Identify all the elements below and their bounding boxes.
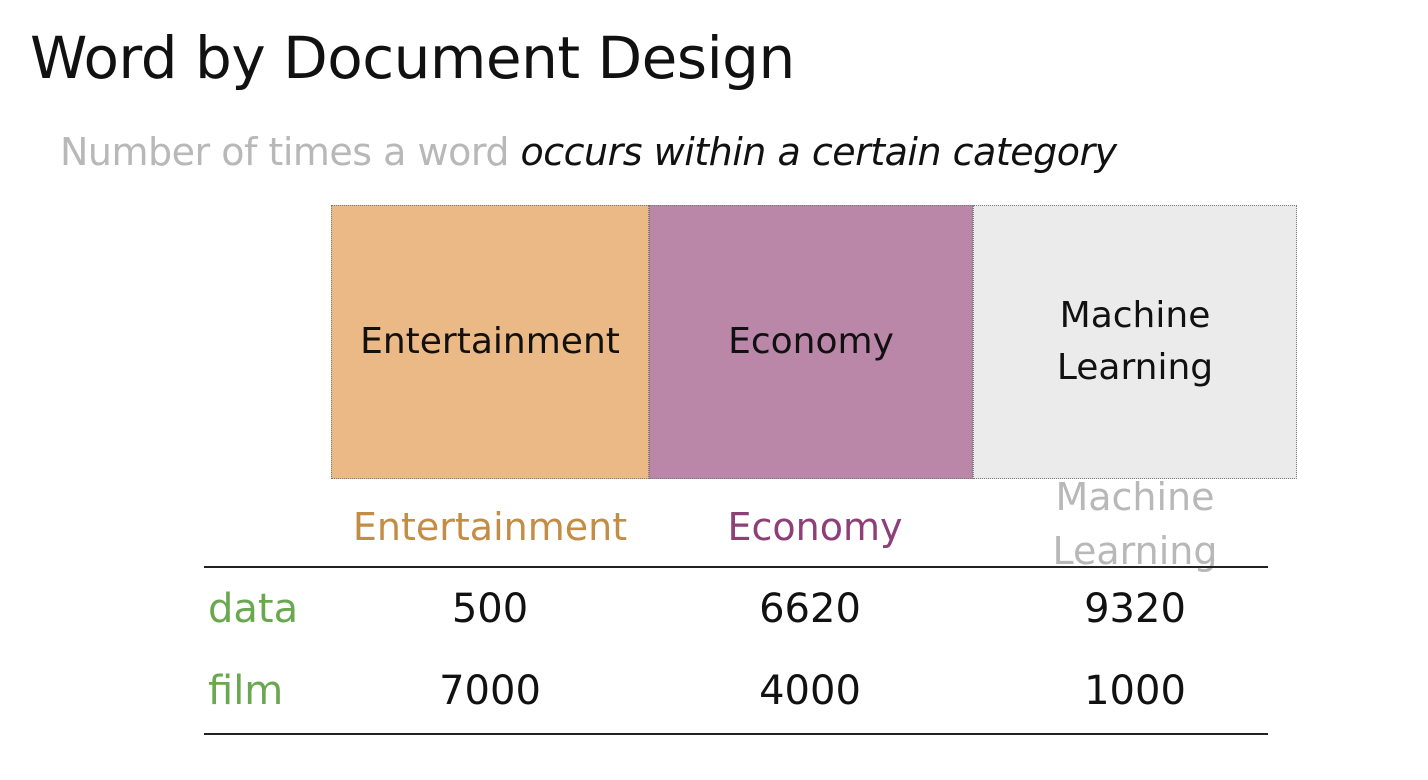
category-box-label-line2: Learning <box>1056 347 1214 388</box>
category-box-economy: Economy <box>649 205 973 479</box>
category-box-label-line1: Machine <box>1059 295 1211 336</box>
category-box-machine-learning: Machine Learning <box>973 205 1297 479</box>
column-header-machine-learning: Machine Learning <box>1052 475 1218 573</box>
subtitle-plain-text: Number of times a word <box>60 130 521 174</box>
subtitle-emphasis-text: occurs within a certain category <box>520 130 1118 174</box>
table-cell: 4000 <box>759 668 861 714</box>
table-top-rule <box>204 566 1268 568</box>
category-box-label: Economy <box>728 321 894 362</box>
table-cell: 500 <box>451 586 529 632</box>
table-cell: 1000 <box>1084 668 1186 714</box>
table-cell: 9320 <box>1084 586 1186 632</box>
table-bottom-rule <box>204 733 1268 735</box>
slide-subtitle: Number of times a word occurs within a c… <box>60 130 1117 174</box>
category-box-label: Entertainment <box>360 321 620 362</box>
column-header-entertainment: Entertainment <box>352 505 628 549</box>
table-cell: 6620 <box>759 586 861 632</box>
column-header-economy: Economy <box>727 505 903 549</box>
row-label-data: data <box>208 586 299 632</box>
category-boxes: Entertainment Economy Machine Learning <box>331 205 1297 481</box>
slide-title: Word by Document Design <box>30 24 795 92</box>
category-box-entertainment: Entertainment <box>331 205 649 479</box>
table-cell: 7000 <box>439 668 541 714</box>
row-label-film: film <box>208 668 284 714</box>
